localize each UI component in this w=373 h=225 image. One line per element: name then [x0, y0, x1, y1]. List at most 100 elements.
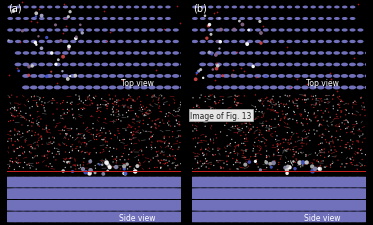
Point [53, 126, 59, 129]
Circle shape [188, 86, 195, 90]
Circle shape [54, 29, 60, 32]
Point [138, 100, 144, 104]
Point [78, 100, 84, 104]
Point [28, 114, 34, 118]
Circle shape [286, 212, 326, 222]
Circle shape [62, 40, 69, 44]
Point [57, 133, 63, 136]
Circle shape [239, 40, 245, 44]
Circle shape [70, 40, 76, 44]
Circle shape [86, 177, 126, 188]
Point [36, 121, 42, 125]
Point [302, 94, 308, 97]
Point [232, 141, 238, 145]
Point [241, 152, 247, 155]
Point [14, 67, 20, 71]
Point [302, 108, 308, 112]
Circle shape [263, 189, 303, 199]
Point [173, 110, 179, 114]
Point [300, 124, 306, 127]
Point [59, 70, 65, 74]
Point [257, 99, 263, 102]
Point [128, 106, 134, 110]
Point [104, 105, 110, 108]
Point [39, 143, 45, 146]
Point [69, 103, 75, 107]
Point [278, 118, 284, 121]
Point [116, 118, 122, 122]
Circle shape [69, 75, 77, 79]
Point [103, 158, 109, 161]
Circle shape [279, 7, 284, 9]
Circle shape [349, 52, 356, 56]
Point [67, 11, 73, 14]
Point [177, 22, 183, 26]
Point [84, 143, 90, 146]
Circle shape [341, 75, 348, 79]
Point [189, 124, 195, 127]
Point [130, 100, 136, 103]
Circle shape [239, 189, 279, 199]
Point [320, 159, 326, 163]
Circle shape [93, 75, 100, 79]
Point [276, 105, 282, 109]
Point [242, 156, 248, 160]
Circle shape [325, 75, 332, 79]
Point [292, 161, 298, 164]
Point [118, 120, 124, 123]
Point [313, 151, 319, 155]
Circle shape [246, 86, 254, 90]
Circle shape [176, 189, 216, 199]
Point [109, 108, 115, 111]
Circle shape [93, 63, 100, 67]
Point [224, 160, 230, 163]
Point [63, 125, 69, 128]
Circle shape [23, 52, 29, 56]
Point [60, 169, 66, 173]
Circle shape [239, 212, 279, 222]
Circle shape [286, 200, 326, 211]
Circle shape [110, 177, 150, 188]
Point [17, 154, 23, 157]
Point [153, 119, 159, 123]
Point [43, 126, 49, 129]
Point [10, 161, 16, 165]
Point [295, 97, 301, 101]
Point [217, 75, 223, 79]
Circle shape [54, 200, 94, 211]
Point [256, 99, 262, 103]
Point [79, 32, 85, 36]
Circle shape [271, 189, 311, 199]
Circle shape [255, 18, 261, 21]
Point [90, 102, 95, 106]
Point [196, 70, 202, 74]
Circle shape [54, 40, 61, 44]
Circle shape [208, 177, 248, 188]
Circle shape [270, 75, 277, 79]
Point [66, 48, 72, 52]
Circle shape [7, 177, 47, 188]
Point [162, 97, 167, 100]
Point [22, 151, 28, 154]
Point [244, 43, 250, 47]
Point [326, 142, 332, 146]
Point [172, 166, 178, 170]
Point [196, 167, 202, 170]
Point [67, 160, 73, 164]
Circle shape [184, 177, 224, 188]
Circle shape [188, 75, 195, 79]
Point [276, 123, 282, 127]
Point [97, 163, 103, 166]
Point [29, 125, 35, 128]
Circle shape [15, 7, 21, 9]
Point [348, 158, 354, 162]
Point [126, 124, 132, 127]
Point [192, 157, 198, 161]
Point [359, 108, 365, 112]
Point [51, 141, 57, 144]
Point [99, 163, 105, 167]
Circle shape [231, 52, 238, 56]
Circle shape [279, 18, 285, 21]
Point [217, 99, 223, 103]
Circle shape [208, 212, 248, 222]
